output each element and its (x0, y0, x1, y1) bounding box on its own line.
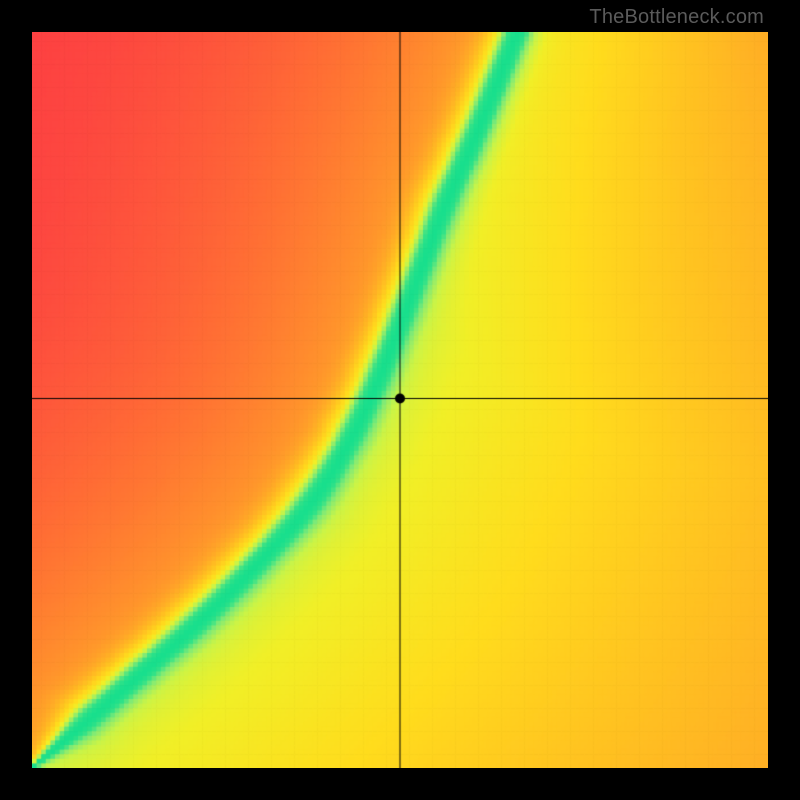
watermark-text: TheBottleneck.com (589, 6, 764, 29)
chart-container: TheBottleneck.com (0, 0, 800, 800)
bottleneck-heatmap (32, 32, 768, 768)
